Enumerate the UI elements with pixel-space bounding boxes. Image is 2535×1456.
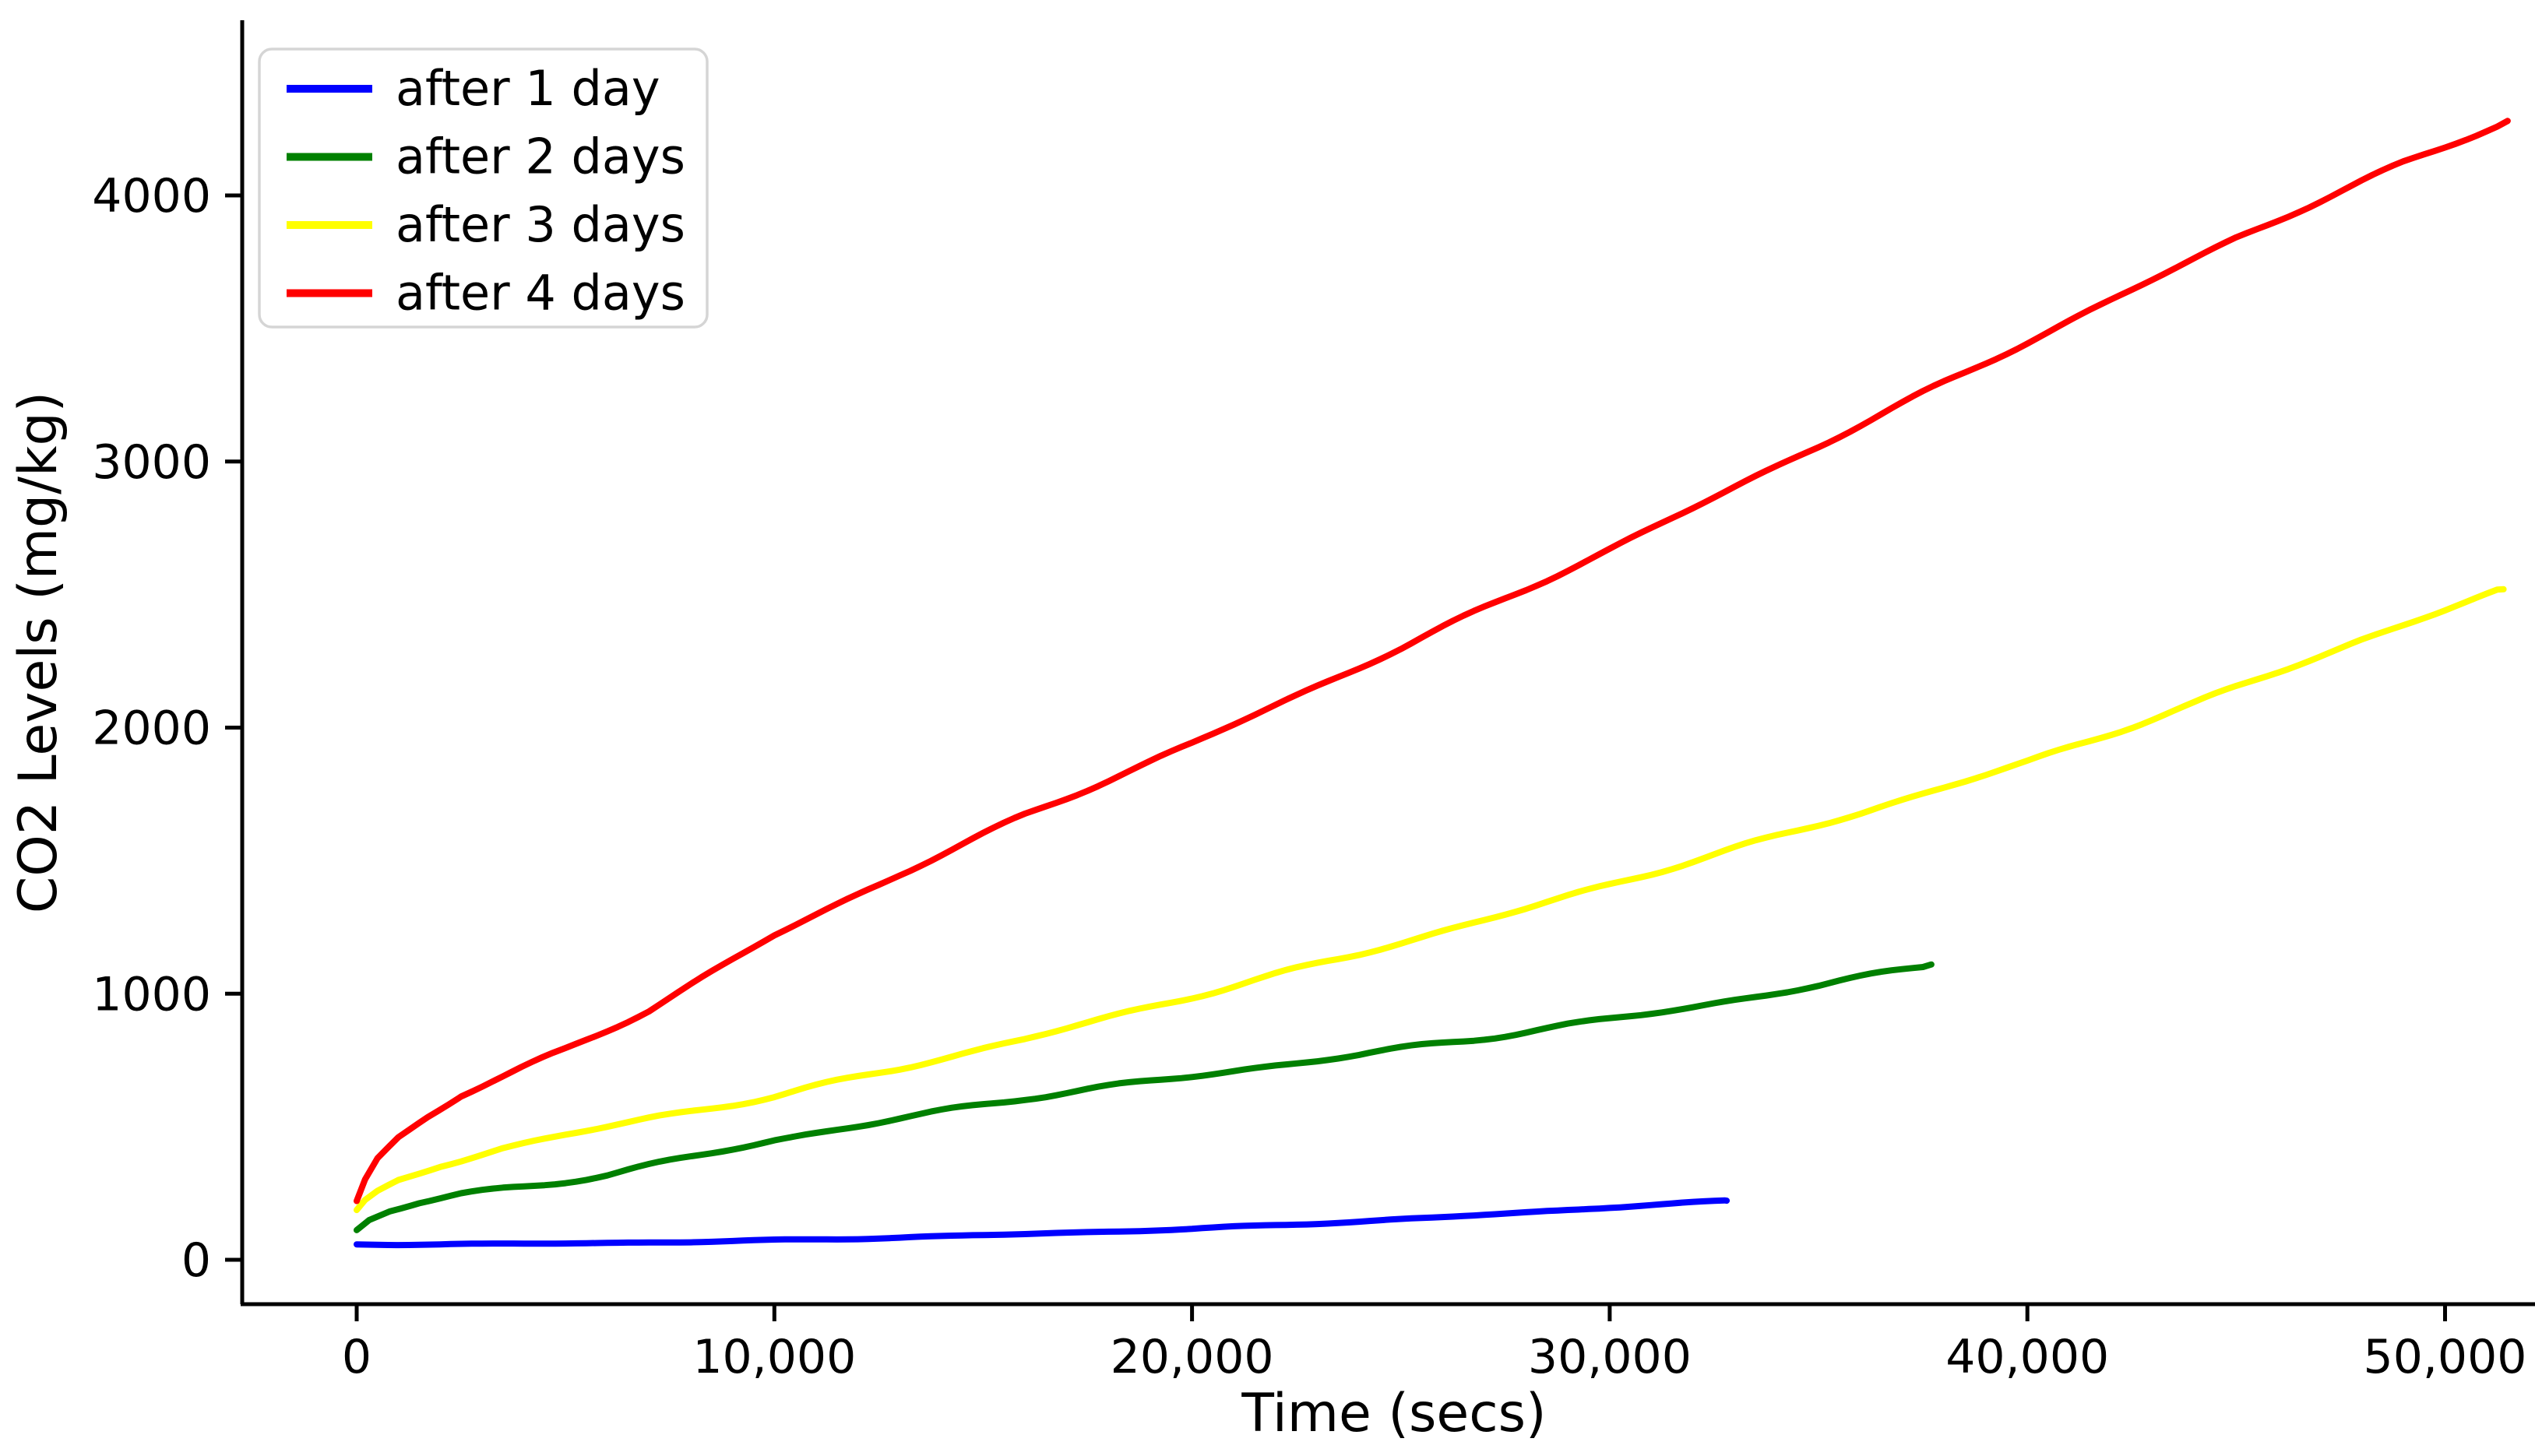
x-tick-label: 30,000 (1528, 1330, 1692, 1384)
legend-label: after 2 days (396, 128, 685, 185)
x-axis-title: Time (secs) (1241, 1383, 1546, 1444)
y-tick-label: 1000 (92, 967, 211, 1022)
x-axis-ticks: 0 10,000 20,000 30,000 40,000 50,000 (342, 1304, 2527, 1384)
x-tick-label: 10,000 (692, 1330, 856, 1384)
legend-box (258, 47, 709, 329)
y-tick-label: 0 (181, 1233, 211, 1288)
series-line-after-1-day (354, 1197, 1730, 1249)
y-tick-label: 3000 (92, 435, 211, 490)
legend: after 1 day after 2 days after 3 days after… (258, 47, 709, 329)
series-line-after-4-days (354, 118, 2511, 1205)
legend-label: after 4 days (396, 265, 685, 322)
y-axis-title: CO2 Levels (mg/kg) (8, 392, 69, 913)
series-line-after-2-days (354, 961, 1935, 1233)
x-tick-label: 40,000 (1945, 1330, 2109, 1384)
data-series (354, 118, 2511, 1249)
legend-label: after 1 day (396, 60, 660, 117)
x-tick-label: 0 (342, 1330, 371, 1384)
y-axis-ticks: 0 1000 2000 3000 4000 (92, 169, 242, 1288)
y-tick-label: 2000 (92, 702, 211, 756)
x-tick-label: 50,000 (2364, 1330, 2527, 1384)
x-tick-label: 20,000 (1111, 1330, 1274, 1384)
axes-spines (240, 20, 2535, 1307)
legend-label: after 3 days (396, 196, 685, 253)
y-tick-label: 4000 (92, 169, 211, 223)
series-line-after-3-days (354, 586, 2507, 1214)
